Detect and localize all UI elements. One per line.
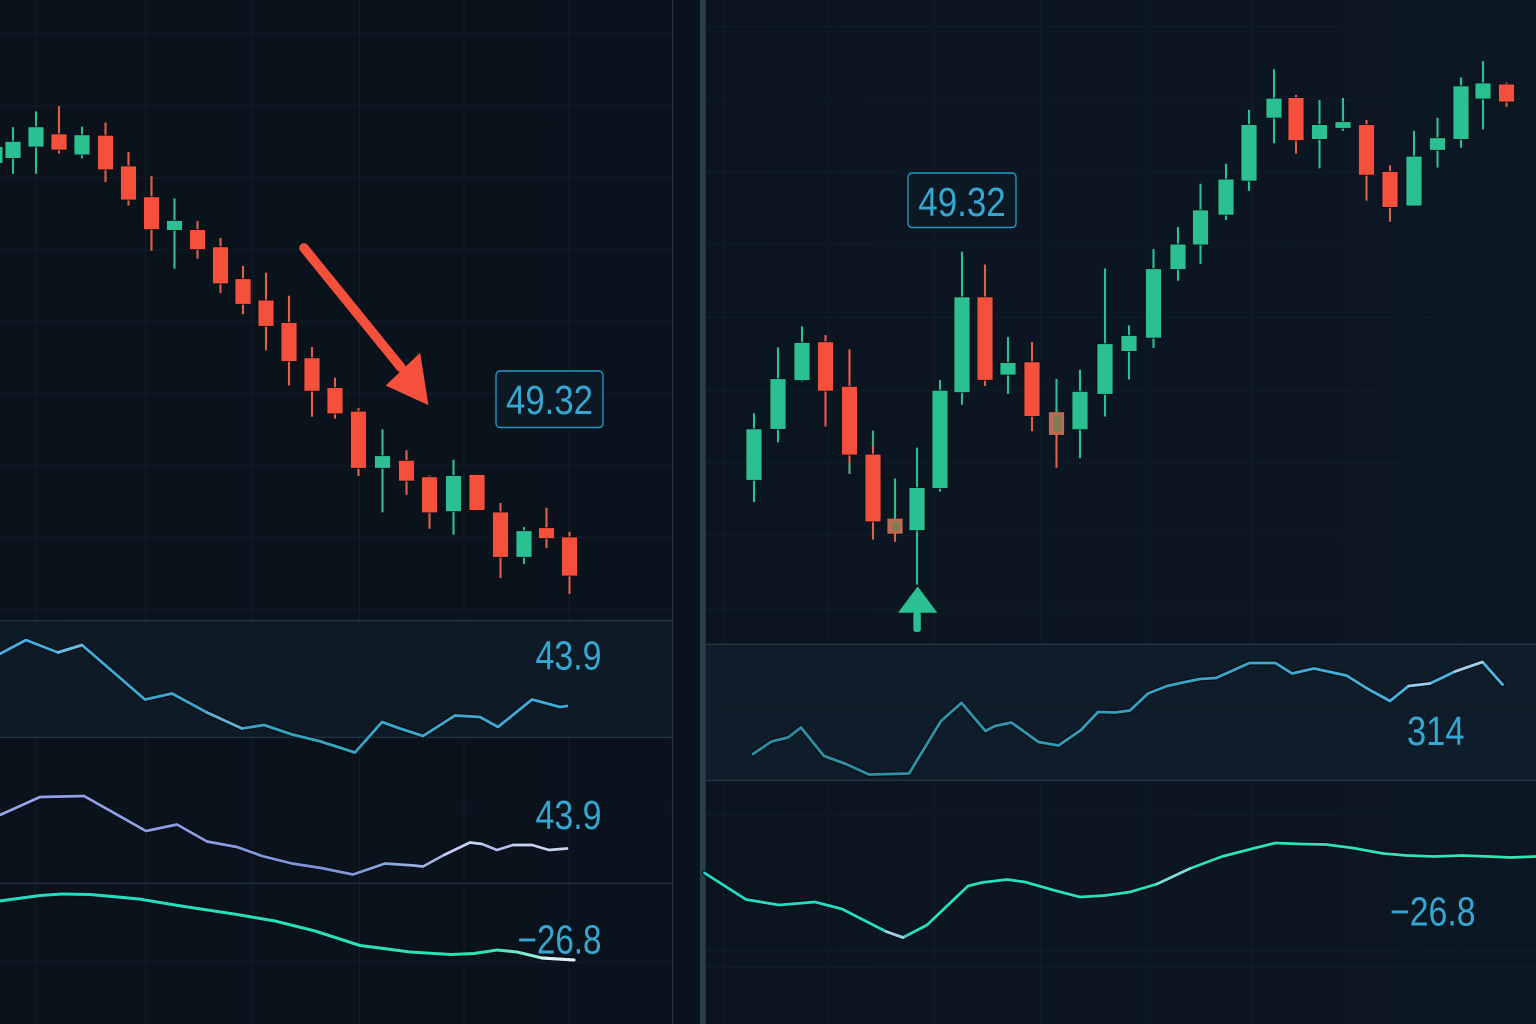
svg-text:−26.8: −26.8 [518, 917, 602, 963]
svg-text:49.32: 49.32 [506, 377, 593, 423]
svg-text:314: 314 [1407, 708, 1465, 754]
svg-text:43.9: 43.9 [536, 792, 602, 838]
svg-text:−26.8: −26.8 [1390, 889, 1476, 935]
svg-text:49.32: 49.32 [918, 179, 1006, 225]
svg-text:43.9: 43.9 [536, 633, 602, 679]
